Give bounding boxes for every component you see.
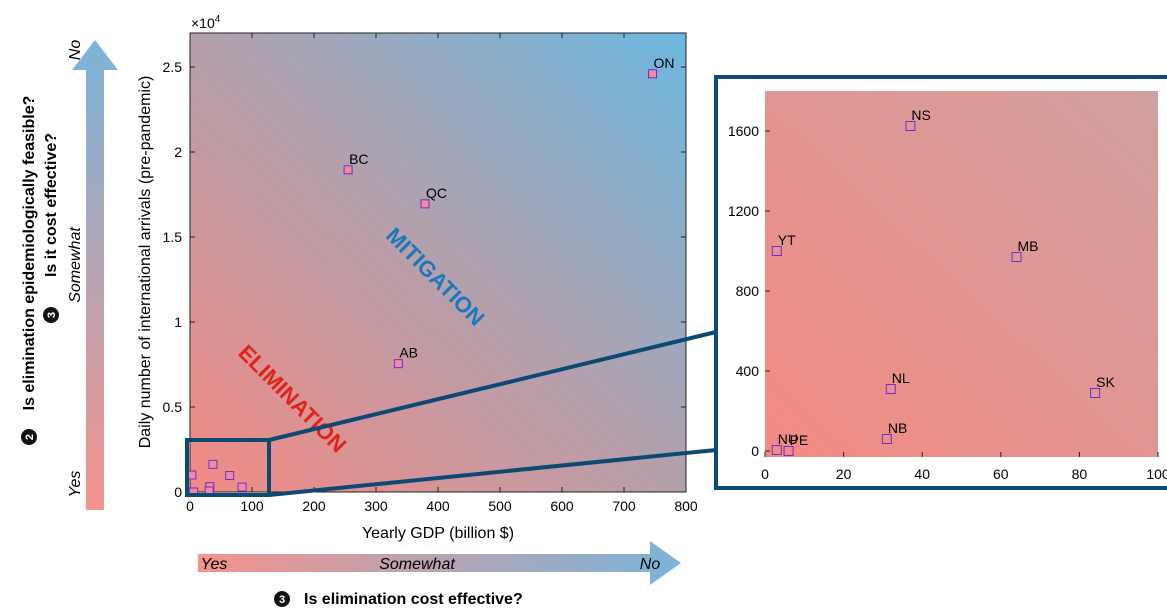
inset-x-tick-label: 40 <box>914 466 930 482</box>
inset-y-tick-label: 1200 <box>728 203 759 219</box>
inset-point-marker <box>1011 252 1022 262</box>
x-arrow-left-label: Yes <box>201 556 228 573</box>
main-point-marker <box>420 199 430 209</box>
inset-plot-background <box>765 91 1158 457</box>
inset-point-marker <box>905 121 916 131</box>
inset-y-tick-label: 1600 <box>728 123 759 139</box>
y-gradient-arrow <box>72 40 118 510</box>
inset-point-marker <box>881 434 892 444</box>
main-point-marker <box>208 459 218 469</box>
inset-point-label: SK <box>1096 374 1115 390</box>
main-x-ticks: 0 100 200 300 400 500 600 700 800 <box>186 33 698 514</box>
inset-y-tick-label: 0 <box>751 443 759 459</box>
y-question-1-text: Is elimination epidemiologically feasibl… <box>21 96 38 411</box>
main-point-marker <box>225 471 235 481</box>
main-data-points: ON BC QC AB <box>187 55 675 497</box>
inset-point-marker <box>885 384 896 394</box>
inset-point-label: NS <box>911 107 930 123</box>
zoom-connector-bottom <box>268 448 717 497</box>
main-y-tick-label: 0 <box>174 484 182 500</box>
main-point-label: BC <box>349 151 368 167</box>
inset-x-tick-label: 20 <box>836 466 852 482</box>
main-y-tick-label: 1.5 <box>163 229 183 245</box>
main-x-tick-label: 100 <box>240 498 264 514</box>
y-annotation: No Somewhat Yes 2 Is elimination epidemi… <box>21 40 118 510</box>
main-x-tick-label: 200 <box>302 498 326 514</box>
x-question-number-badge <box>274 591 290 607</box>
inset-point-marker <box>771 246 782 256</box>
main-chart: 0 100 200 300 400 500 600 700 800 0 0.5 1 1.5 2 2.5 O… <box>137 14 717 542</box>
inset-x-tick-label: 100 <box>1146 466 1167 482</box>
main-x-tick-label: 400 <box>426 498 450 514</box>
main-point-label: QC <box>426 185 447 201</box>
inset-point-label: NU <box>778 431 798 447</box>
main-y-tick-label: 2.5 <box>163 59 183 75</box>
inset-point-marker <box>783 446 794 456</box>
y-arrow-mid-label: Somewhat <box>67 227 84 303</box>
main-y-tick-label: 1 <box>174 314 182 330</box>
y-question-2-number-badge <box>43 307 59 323</box>
main-y-tick-label: 2 <box>174 144 182 160</box>
y-question-1: 2 Is elimination epidemiologically feasi… <box>21 96 38 445</box>
main-y-tick-label: 0.5 <box>163 399 183 415</box>
y-question-2: 3 Is it cost effective? <box>43 133 60 323</box>
zoom-connector-top <box>268 330 717 442</box>
inset-point-label: NB <box>888 420 907 436</box>
main-x-tick-label: 700 <box>612 498 636 514</box>
main-point-marker <box>393 359 403 369</box>
main-x-tick-label: 300 <box>364 498 388 514</box>
inset-x-tick-label: 80 <box>1072 466 1088 482</box>
inset-point-marker <box>1090 388 1101 398</box>
main-x-tick-label: 500 <box>488 498 512 514</box>
inset-x-ticks: 0 20 40 60 80 100 <box>761 452 1167 482</box>
inset-y-ticks: 0 400 800 1200 1600 <box>728 123 770 459</box>
inset-point-label: PE <box>790 432 809 448</box>
x-question-text: Is elimination cost effective? <box>304 591 523 608</box>
inset-y-tick-label: 400 <box>736 363 760 379</box>
inset-y-tick-label: 800 <box>736 283 760 299</box>
y-arrow-bottom-label: Yes <box>67 471 84 498</box>
main-x-tick-label: 0 <box>186 498 194 514</box>
inset-x-tick-label: 60 <box>993 466 1009 482</box>
main-x-axis-label: Yearly GDP (billion $) <box>362 525 514 542</box>
inset-point-label: YT <box>778 232 796 248</box>
main-point-marker <box>648 69 658 79</box>
main-exponent-label: ×104 <box>191 14 221 31</box>
x-arrow-right-label: No <box>640 556 661 573</box>
main-y-ticks: 0 0.5 1 1.5 2 2.5 <box>163 59 686 500</box>
y-question-1-number: 2 <box>24 434 36 440</box>
y-question-2-number: 3 <box>46 312 58 318</box>
x-question-number: 3 <box>279 594 285 606</box>
y-question-2-text: Is it cost effective? <box>43 133 60 277</box>
main-point-marker <box>237 482 247 492</box>
main-x-tick-label: 600 <box>550 498 574 514</box>
x-annotation: Yes Somewhat No 3 Is elimination cost ef… <box>198 541 681 608</box>
inset-point-marker <box>771 445 782 455</box>
inset-point-label: MB <box>1018 238 1039 254</box>
x-arrow-mid-label: Somewhat <box>379 556 455 573</box>
main-plot-background <box>190 33 686 492</box>
main-point-marker <box>343 165 353 175</box>
x-gradient-arrow <box>198 541 681 585</box>
main-x-tick-label: 800 <box>674 498 698 514</box>
inset-point-label: NL <box>892 370 910 386</box>
zoom-region-box <box>185 438 271 497</box>
inset-x-tick-label: 0 <box>761 466 769 482</box>
y-arrow-top-label: No <box>67 40 84 61</box>
main-point-marker <box>187 470 197 480</box>
y-question-1-number-badge <box>21 429 37 445</box>
main-point-label: ON <box>654 55 675 71</box>
main-y-axis-label: Daily number of international arrivals (… <box>137 76 154 449</box>
main-point-label: AB <box>399 345 418 361</box>
